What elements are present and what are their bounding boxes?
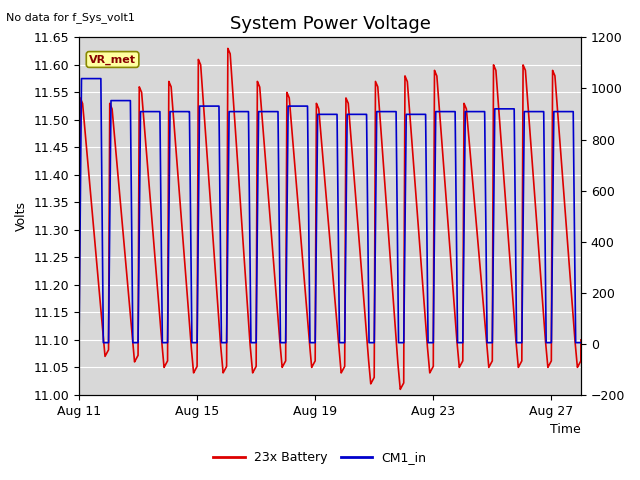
Text: VR_met: VR_met [89, 54, 136, 65]
CM1_in [105, 284, 113, 290]
23x Battery [105, 238, 113, 244]
CM1_in [321, 111, 328, 117]
CM1_in [550, 109, 558, 115]
Legend: 23x Battery, CM1_in: 23x Battery, CM1_in [208, 446, 432, 469]
23x Battery [75, 332, 83, 337]
23x Battery [396, 386, 404, 392]
23x Battery [173, 166, 181, 171]
Text: No data for f_Sys_volt1: No data for f_Sys_volt1 [6, 12, 135, 23]
CM1_in [77, 76, 85, 82]
CM1_in [77, 87, 85, 93]
23x Battery [96, 295, 104, 301]
23x Battery [550, 72, 558, 77]
CM1_in [96, 76, 104, 82]
Line: CM1_in: CM1_in [79, 79, 581, 343]
CM1_in [173, 109, 181, 115]
Y-axis label: Volts: Volts [15, 201, 28, 231]
23x Battery [321, 173, 328, 179]
Title: System Power Voltage: System Power Voltage [230, 15, 431, 33]
CM1_in [75, 340, 83, 346]
23x Battery [577, 337, 585, 343]
Line: 23x Battery: 23x Battery [79, 48, 581, 389]
CM1_in [577, 340, 585, 346]
23x Battery [77, 97, 85, 103]
23x Battery [224, 46, 232, 51]
X-axis label: Time: Time [550, 423, 581, 436]
